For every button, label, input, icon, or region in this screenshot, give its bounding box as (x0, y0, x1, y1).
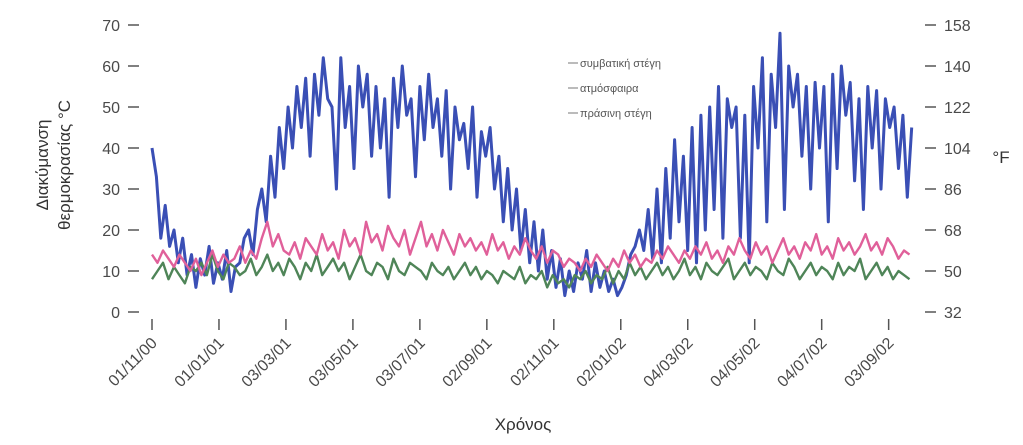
y-axis-title-line1: Διακύμανση (33, 120, 52, 211)
series-line-1 (150, 31, 914, 298)
legend-label: συμβατική στέγη (580, 58, 661, 70)
y-tick-label-right: 158 (944, 18, 971, 35)
y-tick-label-right: 122 (944, 100, 971, 117)
y-tick-label-right: 140 (944, 59, 971, 76)
y-tick-label-left: 0 (111, 305, 120, 322)
x-axis-title: Χρόνος (495, 415, 552, 434)
x-tick-label: 02/01/02 (574, 335, 630, 391)
x-tick-label: 04/07/02 (774, 335, 830, 391)
x-tick-label: 04/05/02 (707, 335, 763, 391)
x-tick-label: 04/03/02 (641, 335, 697, 391)
y-tick-label-left: 10 (102, 264, 120, 281)
y-tick-label-left: 70 (102, 18, 120, 35)
left-axis: 0 10 20 30 40 50 60 70 (102, 18, 139, 322)
series-line-3 (151, 220, 911, 277)
x-tick-label: 02/11/01 (507, 335, 562, 390)
y-tick-label-left: 30 (102, 182, 120, 199)
y-tick-label-right: 86 (944, 182, 962, 199)
bottom-axis: 01/11/00 01/01/01 03/03/01 03/05/01 03/07/01… (106, 319, 898, 391)
series-line-2 (151, 253, 911, 289)
x-tick-label: 01/11/00 (106, 335, 161, 390)
legend-label: πράσινη στέγη (580, 108, 652, 120)
x-tick-label: 03/09/02 (841, 335, 897, 391)
x-tick-label: 03/03/01 (239, 335, 295, 391)
y-tick-label-right: 50 (944, 264, 962, 281)
x-tick-label: 02/09/01 (440, 335, 496, 391)
legend-label: ατμόσφαιρα (580, 83, 639, 95)
plot-area (150, 31, 914, 298)
y-tick-label-left: 40 (102, 141, 120, 158)
legend: συμβατική στέγη ατμόσφαιρα πράσινη στέγη (568, 58, 661, 120)
y-tick-label-left: 20 (102, 223, 120, 240)
x-tick-label: 03/07/01 (373, 335, 429, 391)
y-tick-label-right: 68 (944, 223, 962, 240)
x-tick-label: 01/01/01 (172, 335, 228, 391)
x-tick-label: 03/05/01 (306, 335, 362, 391)
y-axis-title-line2: θερμοκρασίας °C (55, 100, 74, 230)
right-axis: 32 50 68 86 104 122 140 158 (925, 18, 971, 322)
y-axis-right-title: °F (992, 148, 1009, 167)
y-tick-label-left: 50 (102, 100, 120, 117)
y-tick-label-left: 60 (102, 59, 120, 76)
y-tick-label-right: 32 (944, 305, 962, 322)
y-tick-label-right: 104 (944, 141, 971, 158)
